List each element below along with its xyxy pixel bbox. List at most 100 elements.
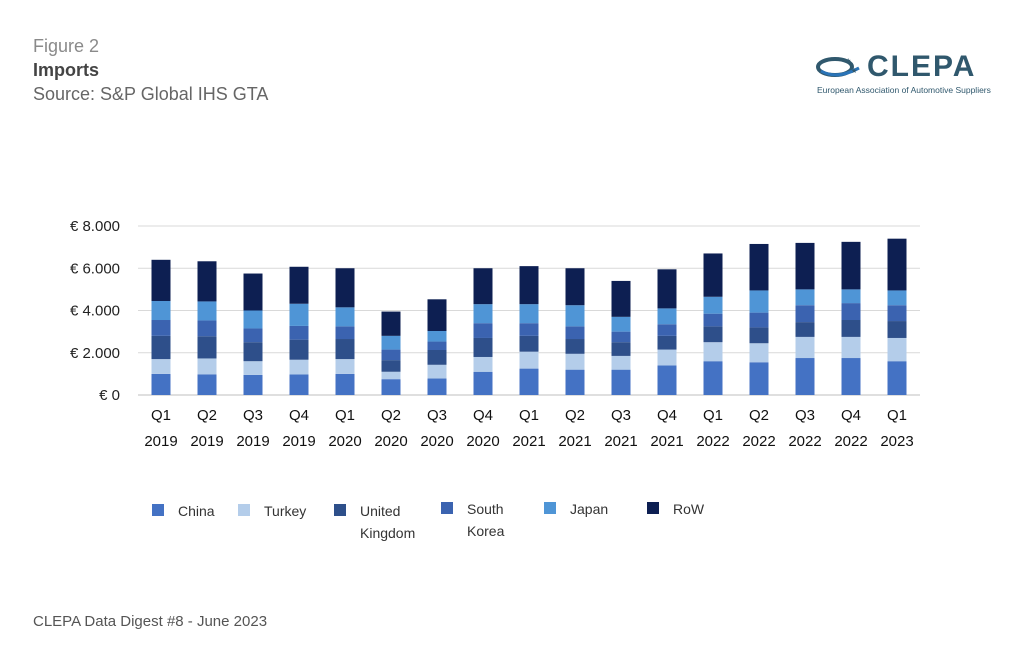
x-tick-label-quarter: Q4 [473,407,493,424]
legend-label: China [178,503,215,519]
x-tick-label-year: 2019 [190,433,223,450]
logo-tagline: European Association of Automotive Suppl… [817,85,991,95]
bar-segment [473,356,493,372]
x-tick-label-year: 2020 [466,433,499,450]
bar-segment [749,343,769,363]
bar-segment [289,303,309,326]
x-tick-label-year: 2022 [834,433,867,450]
y-tick-label: € 4.000 [70,303,120,320]
x-tick-label-quarter: Q3 [611,407,631,424]
figure-header: Figure 2 Imports Source: S&P Global IHS … [33,34,268,106]
legend-label: United Kingdom [360,503,416,541]
legend-item: Turkey [238,500,306,522]
bar-segment [427,364,447,379]
bar-segment [795,358,815,395]
bar-segment [611,369,631,395]
figure-label: Figure 2 [33,36,100,56]
x-tick-label-year: 2021 [650,433,683,450]
bar-segment [749,290,769,313]
bar-segment [611,316,631,332]
legend-item: RoW [647,498,704,520]
bar-segment [473,371,493,395]
bar-segment [473,268,493,305]
bar-segment [565,353,585,370]
bar-segment [289,266,309,304]
legend-item: China [152,500,215,522]
bar-segment [657,324,677,336]
x-tick-label-quarter: Q2 [381,407,401,424]
bar-segment [841,320,861,337]
bar-segment [611,355,631,370]
bar-segment [473,337,493,357]
x-tick-label-quarter: Q4 [657,407,677,424]
bar-segment [289,325,309,340]
bar-segment [151,335,171,360]
bar-segment [703,326,723,343]
logo-wordmark: CLEPA [867,50,977,83]
bar-segment [197,358,217,375]
bar-segment [381,371,401,380]
bar-segment [197,261,217,302]
bar-segment [795,322,815,337]
x-tick-label-year: 2021 [604,433,637,450]
legend-label: Turkey [264,503,307,519]
clepa-swoosh-logo-icon: ★ ★ ★ [816,57,860,77]
x-tick-label-quarter: Q3 [427,407,447,424]
x-tick-label-quarter: Q1 [887,407,907,424]
bar-segment [519,323,539,336]
legend-swatch [647,502,659,514]
x-tick-label-quarter: Q2 [197,407,217,424]
bar-segment [335,326,355,340]
bar-segment [565,326,585,340]
bar-segment [519,351,539,369]
bar-segment [381,379,401,395]
bar-segment [841,241,861,290]
svg-text:★: ★ [828,63,837,74]
bar-segment [243,328,263,343]
bar-segment [887,238,907,291]
bar-segment [519,368,539,395]
bar-segment [151,320,171,336]
bar-segment [703,296,723,314]
legend-label: South Korea [467,501,505,539]
bar-segment [427,378,447,395]
x-tick-label-year: 2023 [880,433,913,450]
x-tick-label-quarter: Q1 [519,407,539,424]
bar-segment [381,349,401,361]
bar-segment [841,303,861,321]
bar-segment [749,312,769,328]
figure-title: Imports [33,60,100,80]
x-tick-label-year: 2022 [696,433,729,450]
bar-segment [197,301,217,321]
bar-segment [151,300,171,321]
x-tick-label-quarter: Q1 [151,407,171,424]
bar-segment [427,330,447,342]
bar-segment [381,360,401,372]
bar-segment [703,313,723,327]
x-tick-label-quarter: Q4 [841,407,861,424]
bar-segment [795,242,815,290]
bar-segment [289,339,309,360]
bar-segment [887,290,907,306]
bar-segment [335,307,355,327]
legend-swatch [334,504,346,516]
bar-segment [657,335,677,350]
bar-segment [657,269,677,309]
x-tick-label-year: 2020 [420,433,453,450]
bar-segment [703,342,723,362]
bar-segment [519,335,539,352]
bar-segment [841,336,861,359]
bar-segment [749,327,769,344]
footer-text: CLEPA Data Digest #8 - June 2023 [33,613,268,630]
bar-segment [795,289,815,306]
legend-swatch [152,504,164,516]
bar-segment [151,359,171,374]
x-tick-label-quarter: Q2 [565,407,585,424]
bar-segment [565,268,585,306]
bar-segment [841,289,861,304]
legend-label: Japan [570,501,609,517]
bar-segment [243,342,263,362]
x-tick-label-year: 2019 [144,433,177,450]
bar-segment [427,350,447,365]
x-tick-label-year: 2021 [558,433,591,450]
